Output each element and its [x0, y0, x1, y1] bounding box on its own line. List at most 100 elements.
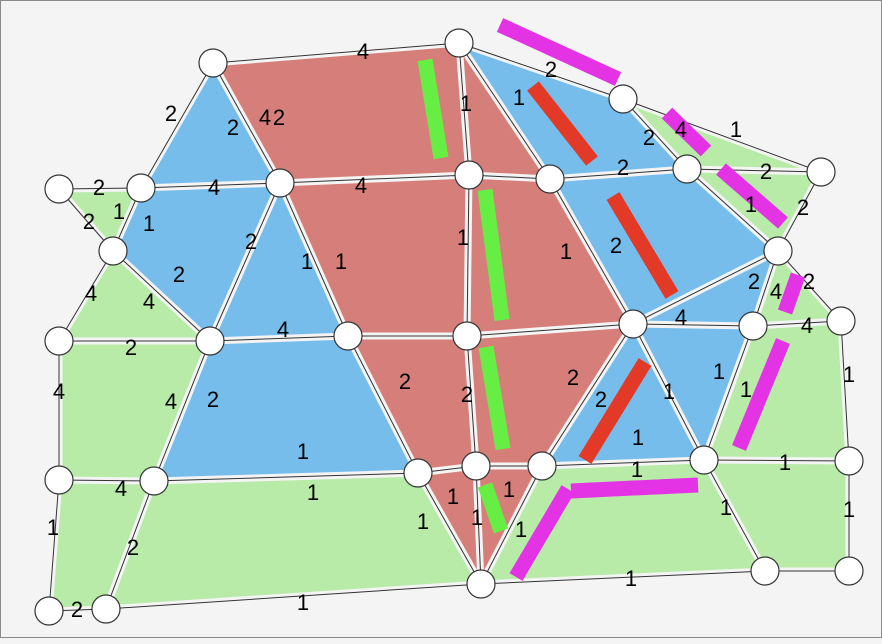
magenta-bar [732, 338, 790, 451]
graph-node [834, 556, 864, 586]
edge-weight-label: 4 [259, 105, 271, 130]
edge-weight-label: 1 [143, 211, 155, 236]
green-bar [477, 482, 509, 534]
graph-node [454, 160, 484, 190]
edge-weight-label: 2 [165, 101, 177, 126]
edge-weight-label: 1 [632, 425, 644, 450]
edge-weight-label: 2 [748, 269, 760, 294]
face-mid [113, 183, 280, 341]
edge [541, 323, 634, 467]
face-high [348, 336, 476, 473]
graph-node [44, 465, 74, 495]
edge-weight-label: 2 [760, 159, 772, 184]
edge [212, 62, 281, 184]
edge [279, 182, 349, 337]
edge-weight-label: 1 [843, 497, 855, 522]
magenta-bar [496, 18, 622, 86]
face-mid [154, 336, 418, 481]
edge [686, 168, 822, 173]
edge-weight-label: 2 [245, 229, 257, 254]
face-high [213, 43, 469, 183]
edge-weight-label: 1 [503, 477, 515, 502]
graph-node [452, 321, 482, 351]
graph-node [618, 309, 648, 339]
edge [752, 320, 842, 327]
magenta-bar [570, 477, 699, 499]
edge [549, 178, 634, 325]
green-bar [417, 58, 449, 160]
edge-weight-label: 1 [113, 199, 125, 224]
edge-weight-label: 1 [297, 439, 309, 464]
edge [140, 182, 281, 189]
red-bar [578, 358, 652, 464]
edge [703, 325, 754, 461]
edge-weight-label: 1 [307, 480, 319, 505]
graph-node [139, 466, 169, 496]
edge [458, 42, 624, 100]
graph-node [689, 445, 719, 475]
edge [549, 168, 688, 180]
edge [58, 250, 114, 342]
edge-weight-label: 4 [208, 175, 220, 200]
edge [686, 168, 779, 252]
graph-node [265, 168, 295, 198]
edge [105, 583, 482, 610]
edge-weight-label: 1 [471, 505, 483, 530]
graph-node [34, 596, 64, 626]
edge-weight-label: 1 [745, 192, 757, 217]
face-low [59, 188, 141, 251]
face-mid [550, 169, 778, 324]
edge-weight-label: 4 [675, 305, 687, 330]
edge-weight-label: 2 [71, 597, 83, 622]
edge-weight-label: 1 [663, 379, 675, 404]
graph-node [608, 84, 638, 114]
edge [458, 42, 470, 176]
edge [632, 323, 705, 461]
magenta-bar [661, 107, 712, 157]
edge [279, 174, 470, 184]
edge-weight-label: 2 [273, 105, 285, 130]
graph-node [333, 321, 363, 351]
graph-node [195, 326, 225, 356]
edge-weight-label: 2 [610, 233, 622, 258]
edge-weight-label: 1 [515, 517, 527, 542]
edge-weight-label: 2 [93, 175, 105, 200]
edge [58, 479, 155, 482]
graph-node [126, 173, 156, 203]
graph-node [44, 174, 74, 204]
edge-weight-label: 1 [447, 484, 459, 509]
edge-weight-label: 4 [165, 389, 177, 414]
red-bar [606, 192, 679, 299]
edge [105, 480, 155, 610]
edge [703, 459, 850, 462]
graph-node [672, 154, 702, 184]
edge-weight-label: 1 [843, 362, 855, 387]
edge-weight-label: 2 [595, 387, 607, 412]
face-high [467, 324, 633, 466]
edge [209, 182, 281, 342]
edge-weight-label: 2 [399, 369, 411, 394]
graph-node [466, 569, 496, 599]
edge-weight-label: 4 [801, 313, 813, 338]
edge-weight-label: 2 [83, 209, 95, 234]
edge-weight-label: 4 [143, 289, 155, 314]
edge [632, 323, 754, 327]
graph-node [91, 594, 121, 624]
edge-weight-label: 4 [675, 117, 687, 142]
graph-node [763, 236, 793, 266]
green-bar [478, 345, 511, 451]
edge-weight-label: 1 [457, 225, 469, 250]
edge [475, 465, 482, 585]
edge-weight-label: 1 [417, 509, 429, 534]
face-mid [210, 183, 348, 341]
edge-weight-label: 4 [770, 279, 782, 304]
edge [622, 98, 822, 173]
face-mid [141, 63, 280, 188]
graph-node [527, 451, 557, 481]
face-low [59, 251, 210, 341]
edge-weight-label: 2 [227, 115, 239, 140]
face-high [280, 175, 469, 336]
edge-weight-label: 1 [335, 249, 347, 274]
graph-node [403, 458, 433, 488]
